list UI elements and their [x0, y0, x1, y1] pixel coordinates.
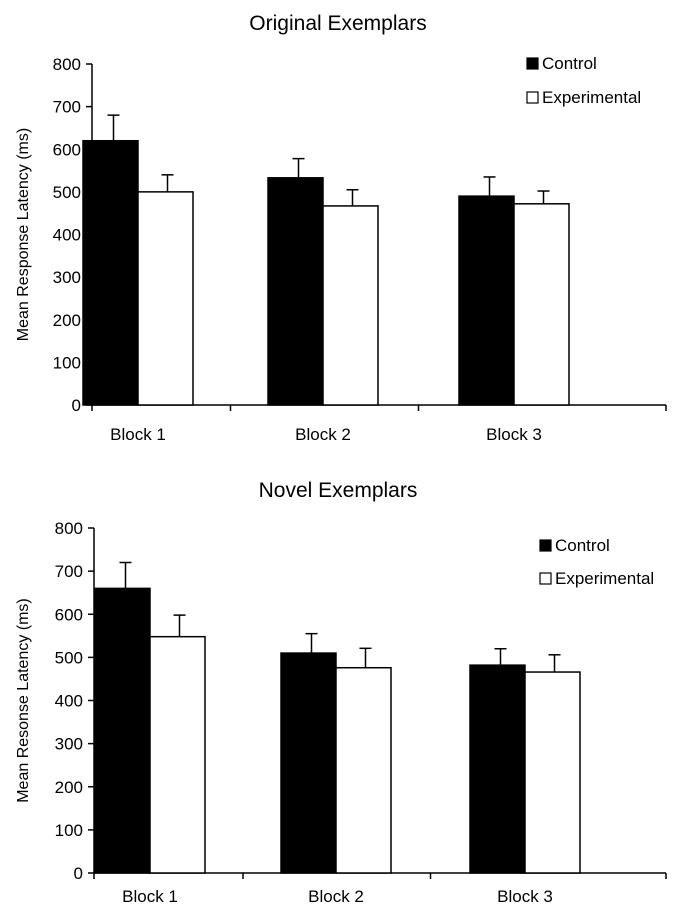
chart2-ytick-label: 500 — [55, 648, 83, 667]
chart2-ytick-label: 800 — [55, 519, 83, 538]
chart1-category-label: Block 3 — [486, 425, 542, 444]
chart1-ytick-label: 0 — [72, 396, 81, 415]
chart1-bar-control — [82, 139, 139, 406]
chart2-bar-control — [94, 587, 151, 874]
chart2-bar-experimental — [524, 671, 581, 874]
chart2-legend-swatch-control — [539, 539, 552, 552]
chart1-bar-experimental — [137, 191, 194, 406]
chart2-legend-label-control: Control — [555, 536, 610, 555]
chart1-ytick-label: 100 — [53, 353, 81, 372]
chart1-ytick-label: 300 — [53, 268, 81, 287]
chart2-category-label: Block 1 — [122, 887, 178, 906]
chart2-ytick-label: 700 — [55, 562, 83, 581]
chart1-ytick-label: 500 — [53, 183, 81, 202]
chart1-ytick-label: 400 — [53, 226, 81, 245]
chart2-ytick-label: 300 — [55, 735, 83, 754]
chart1-title: Original Exemplars — [249, 12, 426, 35]
chart2-ytick-label: 200 — [55, 778, 83, 797]
chart1-legend-label-control: Control — [542, 54, 597, 73]
chart1-bar-experimental — [322, 205, 379, 406]
chart1-category-label: Block 1 — [110, 425, 166, 444]
chart2-bar-control — [280, 652, 337, 874]
chart2-category-label: Block 3 — [497, 887, 553, 906]
chart1-legend-swatch-control — [526, 57, 539, 70]
chart1-category-label: Block 2 — [295, 425, 351, 444]
chart1-legend-swatch-experimental — [526, 91, 539, 104]
chart2-bar-experimental — [149, 635, 206, 874]
chart2-ytick-label: 100 — [55, 821, 83, 840]
chart2-ytick-label: 600 — [55, 605, 83, 624]
chart2-ylabel: Mean Resonse Latency (ms) — [15, 598, 32, 803]
chart1-ytick-label: 200 — [53, 311, 81, 330]
chart1-bar-control — [458, 195, 515, 406]
chart1-ytick-label: 600 — [53, 140, 81, 159]
chart2-bar-control — [469, 664, 526, 874]
chart1-bar-experimental — [513, 203, 570, 406]
chart1-ytick-label: 800 — [53, 55, 81, 74]
chart2-legend-label-experimental: Experimental — [555, 569, 654, 588]
chart2-ytick-label: 400 — [55, 692, 83, 711]
chart1-ylabel: Mean Response Latency (ms) — [15, 128, 32, 341]
chart2-legend-swatch-experimental — [539, 572, 552, 585]
chart2-bar-experimental — [335, 666, 392, 874]
chart2-ytick-label: 0 — [74, 864, 83, 883]
chart2-category-label: Block 2 — [308, 887, 364, 906]
chart1-legend-label-experimental: Experimental — [542, 88, 641, 107]
chart1-ytick-label: 700 — [53, 98, 81, 117]
chart1-bar-control — [267, 177, 324, 406]
chart2-title: Novel Exemplars — [259, 479, 418, 502]
